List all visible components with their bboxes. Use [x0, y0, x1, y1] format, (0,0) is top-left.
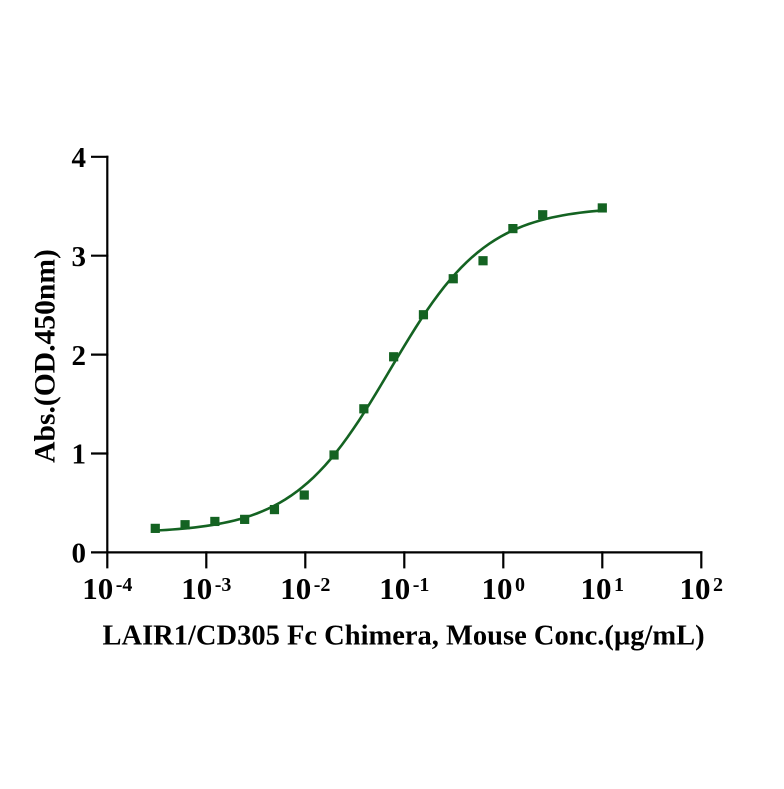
- svg-text:4: 4: [72, 142, 87, 174]
- svg-text:LAIR1/CD305 Fc Chimera, Mouse: LAIR1/CD305 Fc Chimera, Mouse Conc.(µg/m…: [102, 621, 704, 652]
- svg-text:Abs.(OD.450nm): Abs.(OD.450nm): [29, 249, 61, 463]
- svg-text:3: 3: [72, 241, 87, 273]
- svg-text:1: 1: [72, 439, 87, 471]
- svg-text:2: 2: [72, 340, 87, 372]
- svg-text:0: 0: [72, 538, 87, 570]
